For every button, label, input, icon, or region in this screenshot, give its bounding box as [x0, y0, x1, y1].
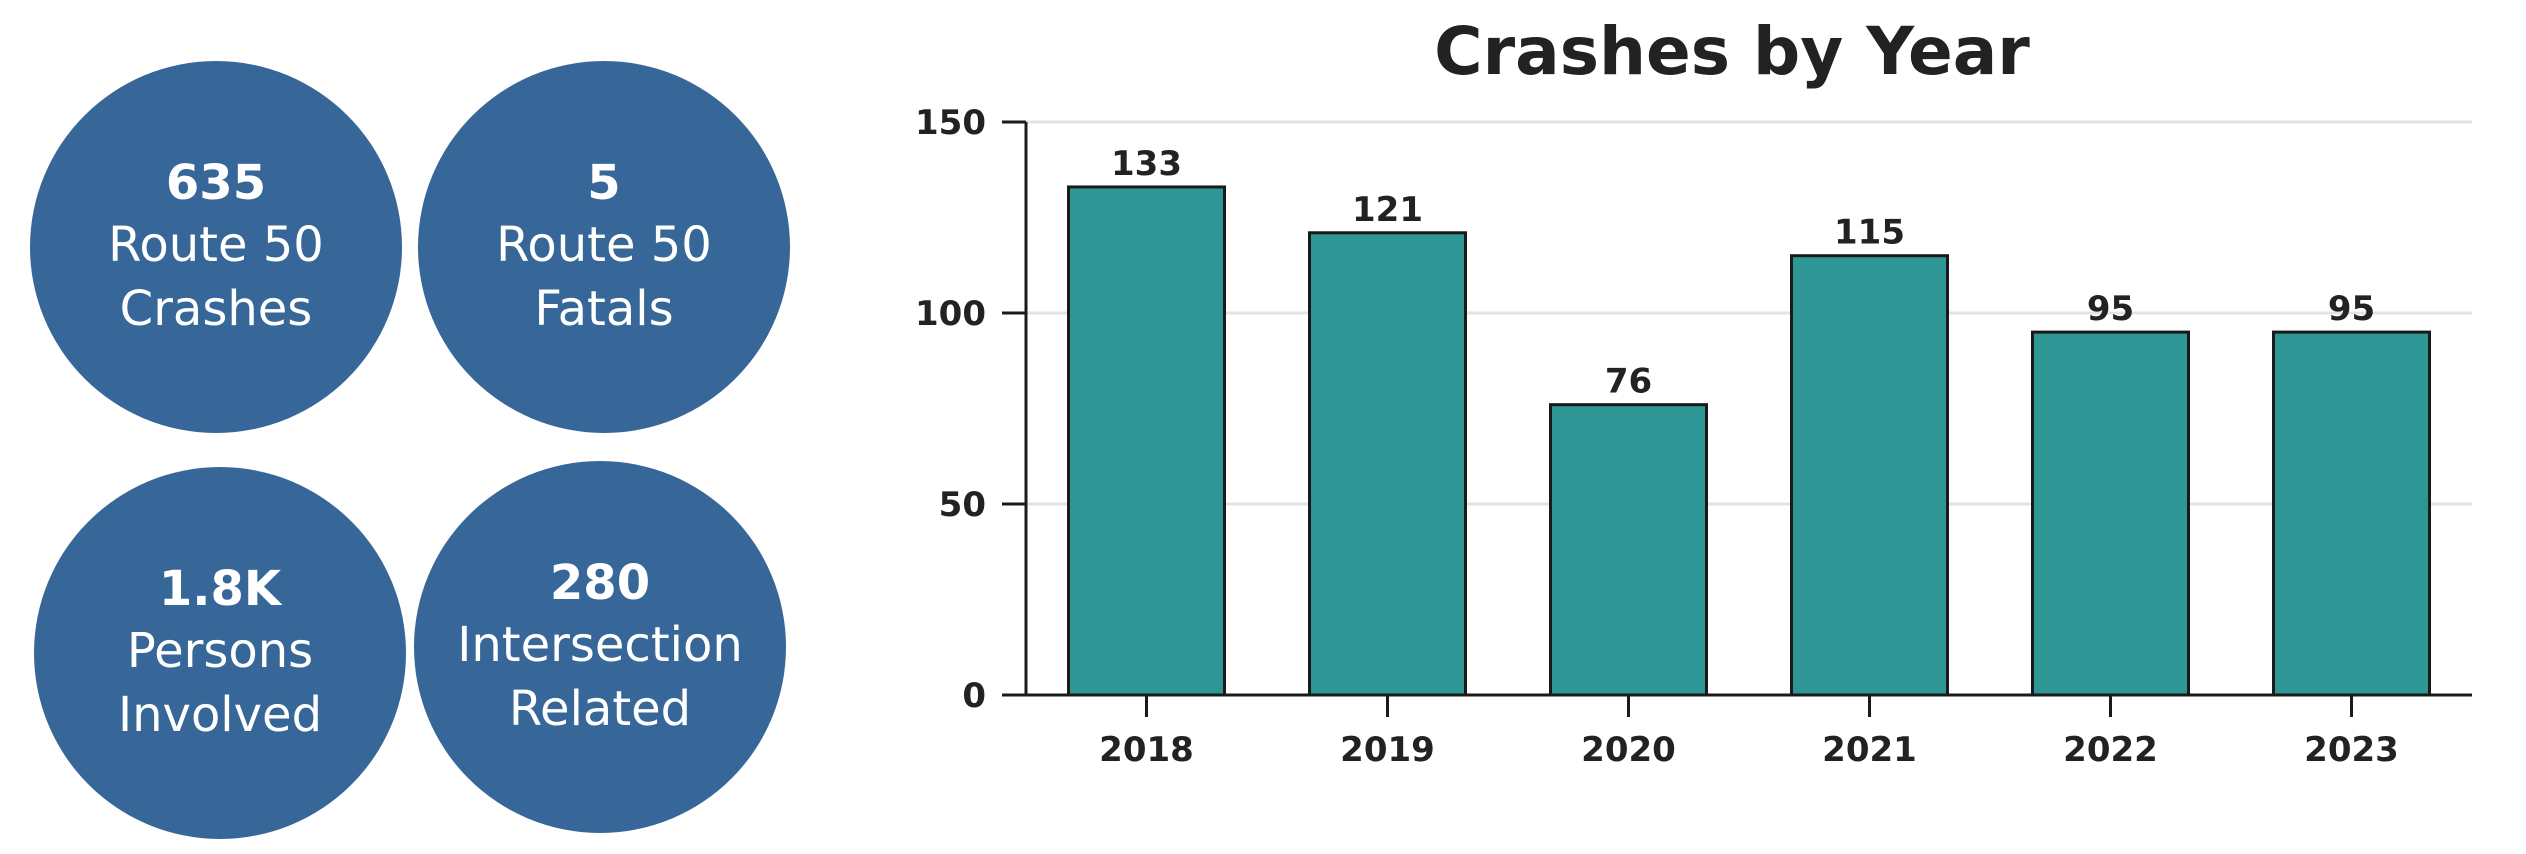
- bar-2022: [2031, 330, 2190, 697]
- axes: 0 50 100 150 2018 2019 2020 2021 2022 2023: [915, 103, 2472, 770]
- bar-2023: [2272, 330, 2431, 697]
- stat-value: 635: [165, 155, 267, 211]
- chart-title: Crashes by Year: [1434, 13, 2030, 90]
- bars: 133 121 76 115 95 95: [1067, 144, 2431, 697]
- bar-2018: [1067, 185, 1226, 697]
- stat-label: Persons Involved: [117, 623, 323, 743]
- bar-2019: [1308, 231, 1467, 697]
- stat-circle-route-50-crashes: 635 Route 50 Crashes: [30, 61, 402, 433]
- bar-2021: [1790, 254, 1949, 697]
- data-label: 95: [2328, 289, 2375, 329]
- y-tick-label: 150: [915, 103, 986, 143]
- stat-label: Route 50 Fatals: [496, 217, 712, 337]
- stat-value: 1.8K: [158, 561, 282, 617]
- x-tick-label: 2022: [2063, 730, 2158, 770]
- data-label: 115: [1834, 213, 1905, 253]
- stat-circle-persons-involved: 1.8K Persons Involved: [34, 467, 406, 839]
- stat-value: 280: [549, 555, 651, 611]
- y-tick-label: 100: [915, 294, 986, 334]
- stat-circle-route-50-fatals: 5 Route 50 Fatals: [418, 61, 790, 433]
- stat-circle-intersection-related: 280 Intersection Related: [414, 461, 786, 833]
- x-tick-label: 2021: [1822, 730, 1917, 770]
- x-tick-label: 2019: [1340, 730, 1435, 770]
- gridlines: [1026, 120, 2472, 506]
- y-tick-label: 50: [939, 485, 986, 525]
- x-tick-label: 2018: [1099, 730, 1194, 770]
- stat-label: Route 50 Crashes: [108, 217, 324, 337]
- bar-chart-svg: Crashes by Year 133 121 76 115 95 95 0 50 100 15…: [915, 13, 2472, 770]
- data-label: 133: [1111, 144, 1182, 184]
- crashes-by-year-chart: Crashes by Year 133 121 76 115 95 95 0 50 100 15…: [860, 0, 2526, 854]
- data-label: 121: [1352, 190, 1423, 230]
- data-label: 95: [2087, 289, 2134, 329]
- y-tick-label: 0: [962, 676, 986, 716]
- stat-value: 5: [587, 155, 621, 211]
- data-label: 76: [1605, 362, 1652, 402]
- x-tick-label: 2020: [1581, 730, 1676, 770]
- bar-2020: [1549, 403, 1708, 697]
- x-tick-label: 2023: [2304, 730, 2399, 770]
- stat-label: Intersection Related: [457, 617, 743, 737]
